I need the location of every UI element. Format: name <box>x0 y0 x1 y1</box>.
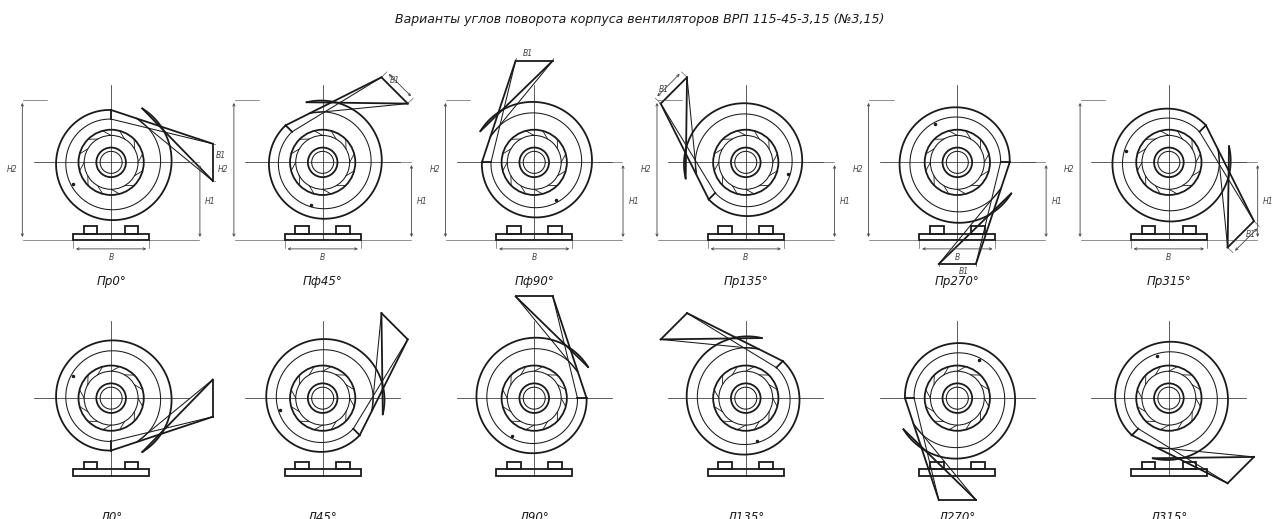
Text: В: В <box>1166 253 1171 263</box>
Text: Н1: Н1 <box>417 197 428 206</box>
Text: Л90°: Л90° <box>520 511 549 519</box>
Text: Пр0°: Пр0° <box>96 276 125 289</box>
Text: Пр315°: Пр315° <box>1147 276 1192 289</box>
Text: В: В <box>531 253 536 263</box>
Text: В1: В1 <box>959 267 969 276</box>
Text: Пр270°: Пр270° <box>934 276 979 289</box>
Text: Н2: Н2 <box>641 166 652 174</box>
Text: В: В <box>109 253 114 263</box>
Text: Н1: Н1 <box>1263 197 1274 206</box>
Text: Н1: Н1 <box>628 197 639 206</box>
Text: Пф90°: Пф90° <box>515 276 554 289</box>
Text: Н1: Н1 <box>1051 197 1062 206</box>
Text: Н2: Н2 <box>430 166 440 174</box>
Text: В1: В1 <box>659 86 668 94</box>
Text: Л270°: Л270° <box>938 511 975 519</box>
Text: Л315°: Л315° <box>1151 511 1188 519</box>
Text: В1: В1 <box>390 76 401 85</box>
Text: В1: В1 <box>1245 230 1256 239</box>
Text: Н2: Н2 <box>218 166 229 174</box>
Text: В: В <box>744 253 749 263</box>
Text: Н1: Н1 <box>840 197 850 206</box>
Text: В1: В1 <box>522 49 532 58</box>
Text: Л135°: Л135° <box>727 511 764 519</box>
Text: Н2: Н2 <box>6 166 17 174</box>
Text: Пр135°: Пр135° <box>723 276 768 289</box>
Text: Н2: Н2 <box>1064 166 1075 174</box>
Text: В: В <box>320 253 325 263</box>
Text: Н1: Н1 <box>205 197 216 206</box>
Text: Пф45°: Пф45° <box>303 276 343 289</box>
Text: Н2: Н2 <box>852 166 863 174</box>
Text: Варианты углов поворота корпуса вентиляторов ВРП 115-45-3,15 (№3,15): Варианты углов поворота корпуса вентилят… <box>396 13 884 26</box>
Text: Л0°: Л0° <box>100 511 123 519</box>
Text: В: В <box>955 253 960 263</box>
Text: В1: В1 <box>215 151 225 160</box>
Text: Л45°: Л45° <box>307 511 338 519</box>
